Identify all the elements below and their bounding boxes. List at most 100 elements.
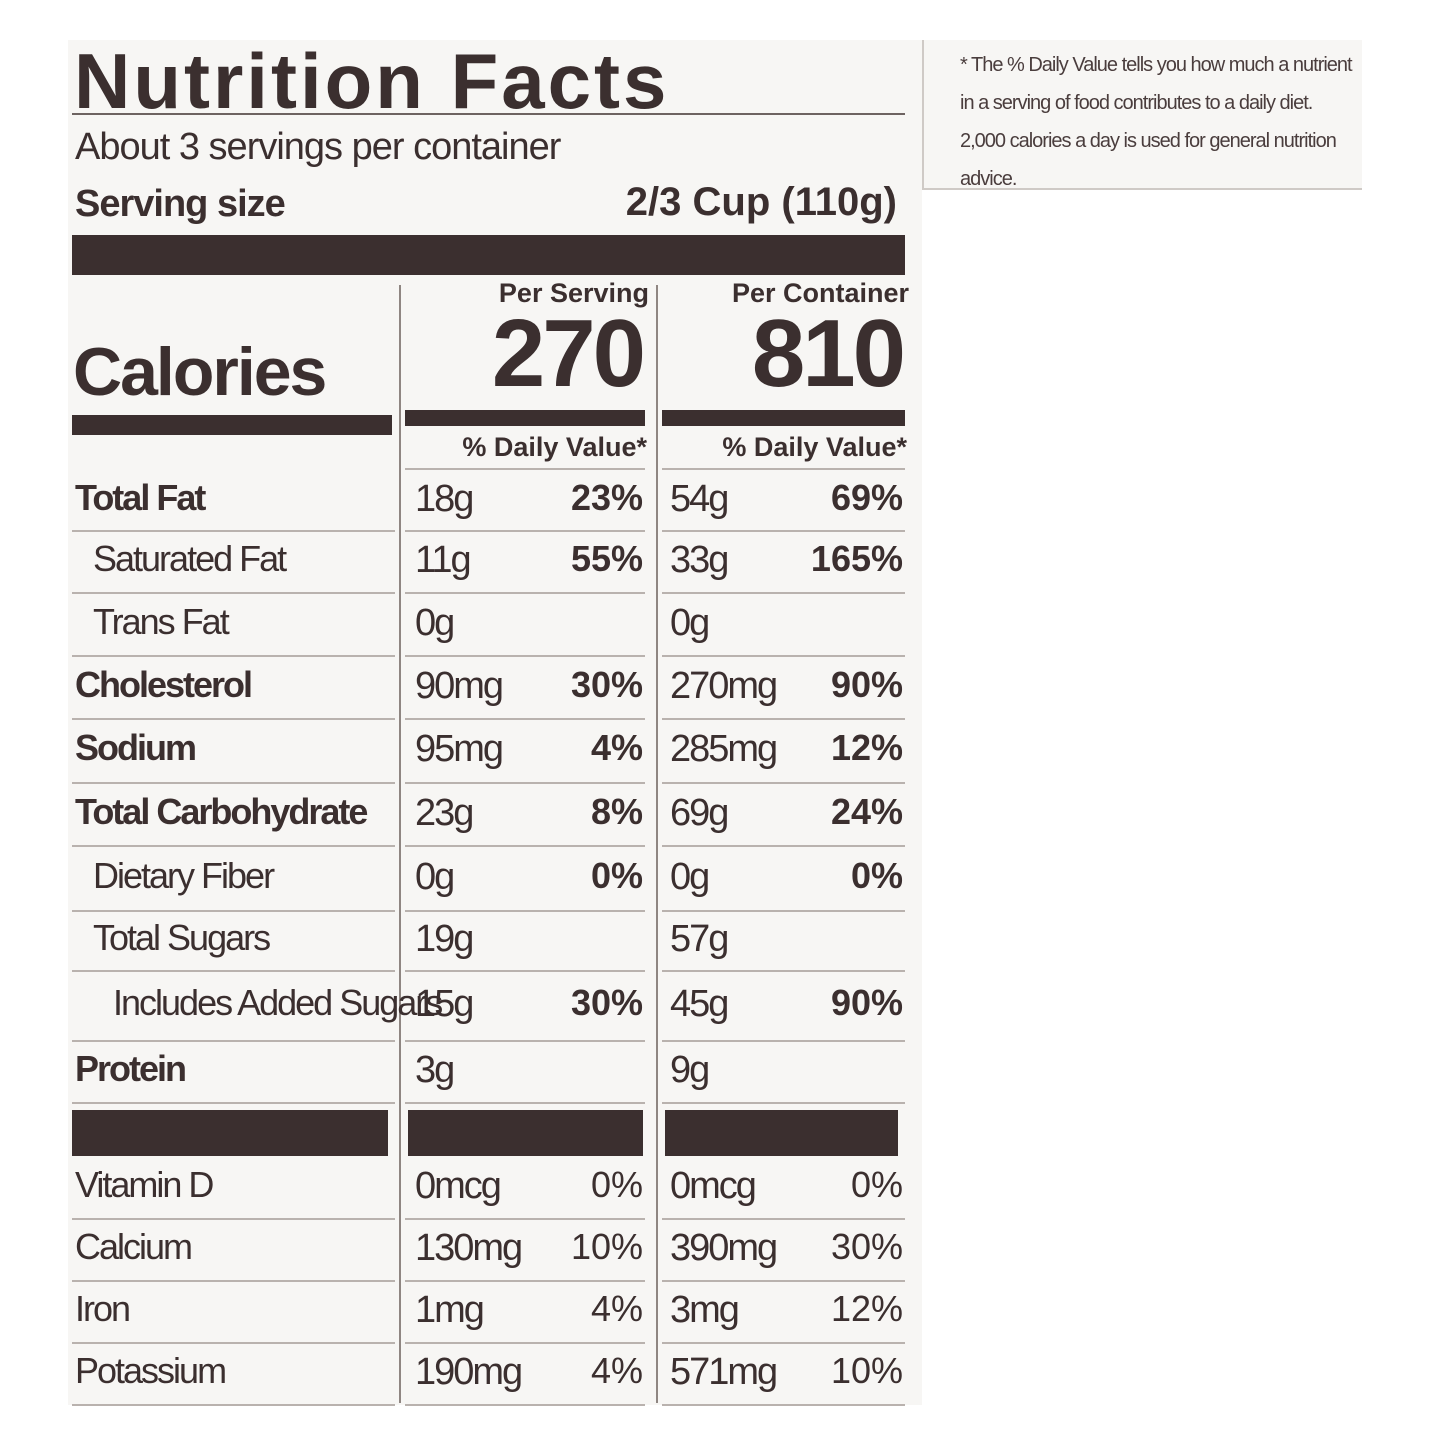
daily-value: 12% <box>830 1288 903 1329</box>
thick-bar <box>405 410 645 426</box>
daily-value: 69% <box>830 477 903 518</box>
rule <box>662 1404 905 1406</box>
rule <box>662 910 905 912</box>
rule <box>405 1102 645 1104</box>
dv-header: % Daily Value* <box>722 432 907 462</box>
amount: 3mg <box>670 1289 740 1331</box>
amount: 45g <box>670 983 729 1025</box>
daily-value: 12% <box>830 727 903 768</box>
rule <box>662 592 905 594</box>
rule <box>662 845 905 847</box>
daily-value: 0% <box>590 854 643 896</box>
rule <box>405 1040 645 1042</box>
rule <box>662 1342 905 1344</box>
column-header: Per Container <box>731 278 909 308</box>
rule <box>662 970 905 972</box>
rule <box>662 1040 905 1042</box>
nutrient-name: Trans Fat <box>93 600 230 642</box>
rule <box>405 1342 645 1344</box>
daily-value: 23% <box>570 477 643 518</box>
rule <box>405 718 645 720</box>
amount: 0mcg <box>415 1165 502 1207</box>
rule <box>405 845 645 847</box>
daily-value: 30% <box>570 982 643 1023</box>
nutrient-name: Cholesterol <box>75 663 253 705</box>
nutrient-name: Sodium <box>75 727 197 768</box>
daily-value: 4% <box>590 727 643 768</box>
rule <box>662 1280 905 1282</box>
rule <box>662 718 905 720</box>
rule <box>72 718 395 720</box>
amount: 33g <box>670 539 729 581</box>
nutrient-name: Total Fat <box>75 477 206 518</box>
amount: 0g <box>415 601 455 644</box>
calories-value: 810 <box>751 300 906 407</box>
rule <box>72 113 905 115</box>
thick-bar <box>408 1110 643 1156</box>
nutrient-name: Calcium <box>75 1226 193 1267</box>
rule <box>72 1342 395 1344</box>
rule <box>72 910 395 912</box>
title: Nutrition Facts <box>74 37 670 125</box>
nutrient-name: Total Sugars <box>93 917 271 958</box>
thick-bar <box>72 235 905 275</box>
nutrient-name: Potassium <box>75 1350 227 1391</box>
nutrient-name: Protein <box>75 1048 187 1089</box>
footnote: * The % Daily Value tells you how much a… <box>922 40 1362 190</box>
nutrient-name: Iron <box>75 1288 131 1329</box>
calories-value: 270 <box>491 300 646 407</box>
dv-header: % Daily Value* <box>462 432 647 462</box>
serving-size-value: 2/3 Cup (110g) <box>625 180 897 224</box>
amount: 390mg <box>670 1227 778 1269</box>
rule <box>662 530 905 532</box>
rule <box>405 655 645 657</box>
daily-value: 90% <box>830 663 903 705</box>
daily-value: 30% <box>830 1226 903 1267</box>
rule <box>662 782 905 784</box>
rule <box>72 530 395 532</box>
daily-value: 24% <box>830 790 903 832</box>
amount: 15g <box>415 983 474 1025</box>
rule <box>72 592 395 594</box>
rule <box>405 1218 645 1220</box>
amount: 57g <box>670 918 729 960</box>
daily-value: 10% <box>570 1226 643 1267</box>
rule <box>72 845 395 847</box>
rule <box>662 655 905 657</box>
daily-value: 0% <box>850 854 903 896</box>
amount: 18g <box>415 478 474 520</box>
thick-bar <box>665 1110 898 1156</box>
daily-value: 10% <box>830 1350 903 1391</box>
rule <box>72 1218 395 1220</box>
daily-value: 55% <box>570 538 643 579</box>
amount: 190mg <box>415 1351 523 1393</box>
amount: 11g <box>415 539 472 581</box>
thick-bar <box>72 1110 388 1156</box>
daily-value: 4% <box>590 1350 643 1391</box>
amount: 95mg <box>415 728 504 770</box>
rule <box>405 468 645 470</box>
daily-value: 8% <box>590 790 643 832</box>
rule <box>662 1218 905 1220</box>
amount: 0mcg <box>670 1165 757 1207</box>
rule <box>72 1102 395 1104</box>
daily-value: 0% <box>590 1164 643 1205</box>
amount: 270mg <box>670 664 778 707</box>
rule <box>405 1404 645 1406</box>
daily-value: 90% <box>830 982 903 1023</box>
calories-label: Calories <box>73 334 327 410</box>
rule <box>72 1040 395 1042</box>
column-header: Per Serving <box>498 278 649 308</box>
amount: 571mg <box>670 1351 778 1393</box>
rule <box>72 655 395 657</box>
amount: 23g <box>415 791 474 834</box>
amount: 1mg <box>415 1289 485 1331</box>
daily-value: 4% <box>590 1288 643 1329</box>
rule <box>72 1280 395 1282</box>
rule <box>405 782 645 784</box>
column-divider <box>656 285 658 1403</box>
rule <box>72 1404 395 1406</box>
nutrient-name: Dietary Fiber <box>93 854 275 896</box>
amount: 0g <box>415 855 455 898</box>
column-divider <box>399 285 401 1403</box>
